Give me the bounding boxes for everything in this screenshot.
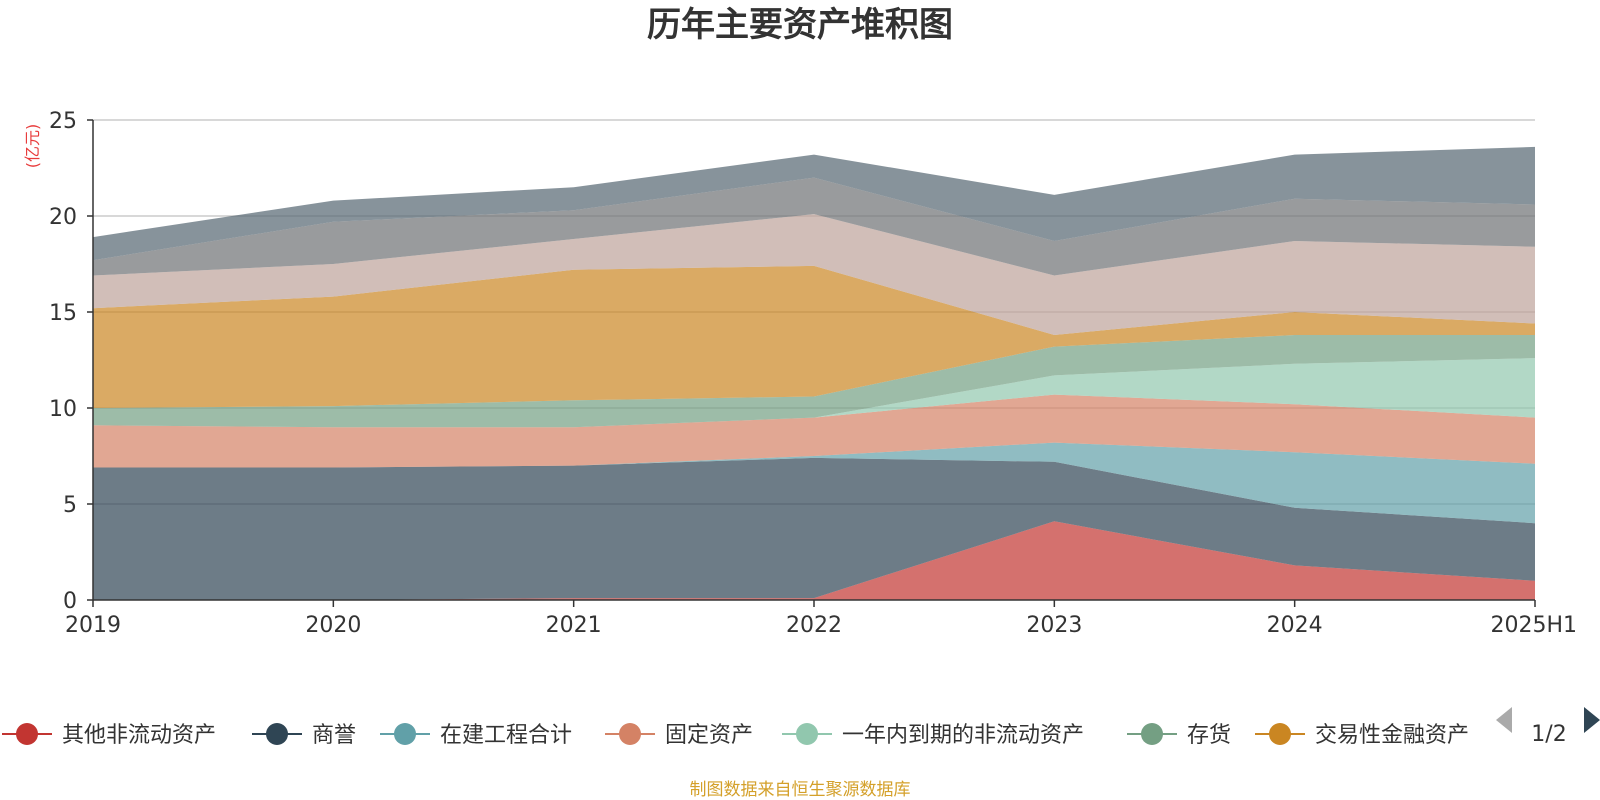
area-series: [93, 146, 1535, 600]
legend-item[interactable]: 一年内到期的非流动资产: [782, 723, 1084, 748]
legend-item[interactable]: 其他非流动资产: [2, 723, 216, 748]
y-tick-label: 15: [49, 301, 77, 326]
legend-item[interactable]: 存货: [1127, 723, 1231, 748]
legend-marker-icon: [619, 723, 641, 745]
y-tick-label: 20: [49, 205, 77, 230]
legend-item[interactable]: 交易性金融资产: [1255, 723, 1469, 748]
y-tick-label: 25: [49, 109, 77, 134]
legend: 其他非流动资产 商誉 在建工程合计 固定资产 一年内到期的非流动资产 存货 交易性金融资产: [2, 723, 1469, 748]
x-tick-label: 2023: [1026, 613, 1082, 638]
y-tick-label: 10: [49, 397, 77, 422]
legend-marker-icon: [394, 723, 416, 745]
legend-marker-icon: [1141, 723, 1163, 745]
data-source-note: 制图数据来自恒生聚源数据库: [690, 780, 911, 800]
legend-item[interactable]: 固定资产: [605, 723, 753, 748]
x-tick-label: 2019: [65, 613, 121, 638]
x-tick-label: 2020: [305, 613, 361, 638]
area-series-6: [93, 335, 1535, 428]
legend-label: 交易性金融资产: [1315, 723, 1469, 748]
area-series-9: [93, 177, 1535, 276]
legend-item[interactable]: 在建工程合计: [380, 723, 572, 748]
y-tick-label: 0: [63, 589, 77, 614]
legend-prev-arrow-icon[interactable]: [1496, 707, 1512, 733]
legend-label: 商誉: [312, 723, 356, 748]
legend-label: 固定资产: [665, 723, 753, 748]
area-series-7: [93, 265, 1535, 408]
area-series-4: [93, 394, 1535, 468]
legend-page-indicator: 1/2: [1531, 722, 1566, 747]
legend-label: 在建工程合计: [440, 723, 572, 748]
y-tick-label: 5: [63, 493, 77, 518]
legend-marker-icon: [16, 723, 38, 745]
x-tick-label: 2025H1: [1490, 613, 1577, 638]
legend-label: 一年内到期的非流动资产: [842, 723, 1084, 748]
area-series-1: [93, 521, 1535, 600]
area-series-2: [93, 457, 1535, 600]
legend-label: 存货: [1187, 723, 1231, 748]
axes: 0 5 10 15 20 25 2019 2020 2021 2022 2023 2024 2025H1: [49, 109, 1577, 638]
legend-item[interactable]: 商誉: [252, 723, 356, 748]
legend-label: 其他非流动资产: [62, 723, 216, 748]
legend-marker-icon: [796, 723, 818, 745]
area-series-8: [93, 214, 1535, 335]
area-series-5: [93, 358, 1535, 428]
area-series-3: [93, 442, 1535, 524]
legend-marker-icon: [1269, 723, 1291, 745]
legend-marker-icon: [266, 723, 288, 745]
chart-title: 历年主要资产堆积图: [647, 5, 953, 45]
x-tick-label: 2022: [786, 613, 842, 638]
x-tick-label: 2024: [1267, 613, 1323, 638]
y-axis-unit-label: (亿元): [23, 124, 42, 169]
area-series-10: [93, 146, 1535, 261]
legend-next-arrow-icon[interactable]: [1584, 707, 1600, 733]
legend-pager: 1/2: [1496, 707, 1600, 747]
x-tick-label: 2021: [546, 613, 602, 638]
